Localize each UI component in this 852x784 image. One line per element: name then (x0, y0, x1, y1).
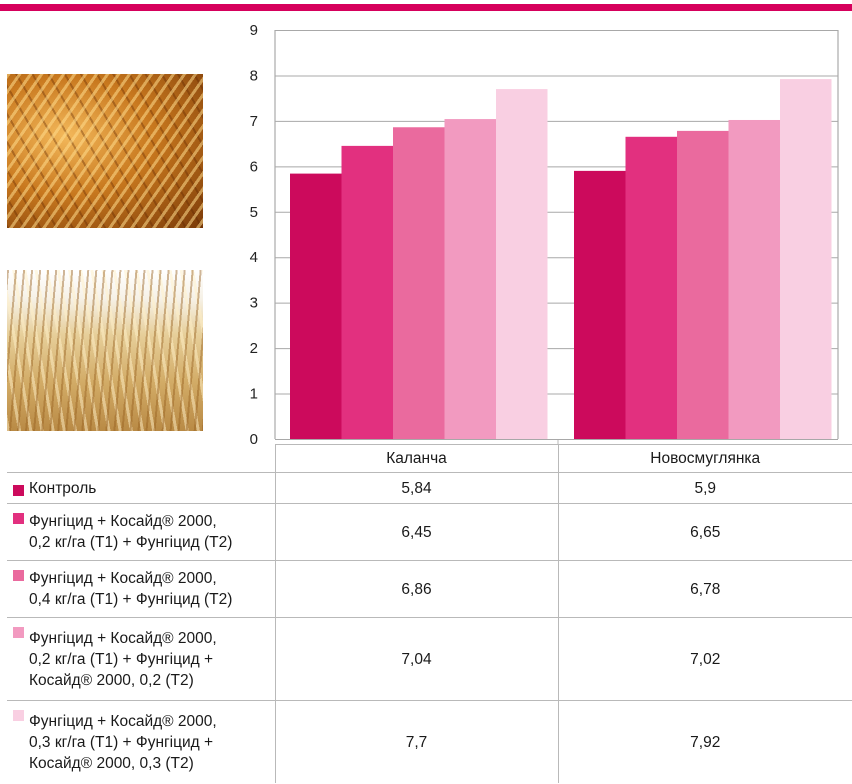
top-accent-bar (0, 4, 852, 11)
legend-text: 0,2 кг/га (Т1) + Фунгіцид + (29, 650, 214, 668)
bar (625, 136, 677, 440)
value-cell: 7,02 (557, 617, 852, 701)
legend-text: Косайд® 2000, 0,3 (Т2) (29, 754, 194, 772)
bar (780, 79, 832, 439)
legend-swatch-t1-02-t2-02 (13, 627, 24, 638)
legend-text: Фунгіцид + Косайд® 2000, (29, 629, 217, 647)
value-cell: 5,9 (557, 472, 852, 504)
value-cell: 6,86 (274, 560, 558, 618)
bar (290, 173, 342, 440)
category-header-row: Каланча Новосмуглянка (7, 444, 852, 473)
category-label-novosmuhlianka: Новосмуглянка (557, 444, 852, 473)
bar (444, 119, 496, 440)
legend-text: 0,2 кг/га (Т1) + Фунгіцид (Т2) (29, 534, 233, 551)
y-tick-label: 9 (250, 22, 258, 39)
table-row: Фунгіцид + Косайд® 2000, 0,2 кг/га (Т1) … (7, 503, 852, 561)
legend-table: Каланча Новосмуглянка Контроль 5,84 5,9 … (7, 444, 852, 783)
legend-text: Фунгіцид + Косайд® 2000, (29, 712, 217, 730)
bar (728, 119, 780, 439)
legend-swatch-t1-04 (13, 570, 24, 581)
category-label-kalancha: Каланча (274, 444, 558, 473)
bar (496, 89, 548, 440)
value-cell: 5,84 (274, 472, 558, 504)
wheat-field-photo (7, 270, 203, 431)
y-tick-label: 5 (250, 204, 258, 221)
bar (574, 170, 626, 439)
table-row: Фунгіцид + Косайд® 2000, 0,3 кг/га (Т1) … (7, 700, 852, 783)
table-row: Контроль 5,84 5,9 (7, 472, 852, 504)
legend-text: Контроль (29, 479, 97, 497)
legend-text: Фунгіцид + Косайд® 2000, (29, 570, 217, 587)
y-tick-label: 8 (250, 67, 258, 84)
value-cell: 7,04 (274, 617, 558, 701)
y-tick-label: 4 (250, 249, 258, 266)
legend-label-t1-04: Фунгіцид + Косайд® 2000, 0,4 кг/га (Т1) … (7, 560, 275, 618)
y-tick-label: 0 (250, 431, 258, 445)
value-cell: 7,92 (557, 700, 852, 783)
legend-text: 0,3 кг/га (Т1) + Фунгіцид + (29, 733, 214, 751)
legend-label-t1-03-t2-03: Фунгіцид + Косайд® 2000, 0,3 кг/га (Т1) … (7, 700, 275, 783)
legend-swatch-t1-02 (13, 513, 24, 524)
y-tick-label: 1 (250, 386, 258, 403)
legend-text: Фунгіцид + Косайд® 2000, (29, 513, 217, 530)
legend-label-t1-02: Фунгіцид + Косайд® 2000, 0,2 кг/га (Т1) … (7, 503, 275, 561)
legend-text: Косайд® 2000, 0,2 (Т2) (29, 671, 194, 689)
y-tick-label: 3 (250, 295, 258, 312)
wheat-ears-photo (7, 74, 203, 228)
y-tick-label: 7 (250, 113, 258, 130)
y-tick-label: 6 (250, 158, 258, 175)
legend-swatch-control (13, 485, 24, 496)
table-row: Фунгіцид + Косайд® 2000, 0,2 кг/га (Т1) … (7, 617, 852, 701)
legend-label-control: Контроль (7, 472, 275, 504)
legend-text: 0,4 кг/га (Т1) + Фунгіцид (Т2) (29, 591, 233, 608)
value-cell: 6,45 (274, 503, 558, 561)
legend-swatch-t1-03-t2-03 (13, 710, 24, 721)
value-cell: 6,65 (557, 503, 852, 561)
bar (393, 127, 445, 440)
value-cell: 6,78 (557, 560, 852, 618)
y-tick-label: 2 (250, 340, 258, 357)
bar (677, 130, 729, 440)
bar-chart: 0 1 2 3 4 5 6 7 8 9 (250, 22, 839, 445)
value-cell: 7,7 (274, 700, 558, 783)
bar (341, 145, 393, 439)
legend-label-t1-02-t2-02: Фунгіцид + Косайд® 2000, 0,2 кг/га (Т1) … (7, 617, 275, 701)
table-row: Фунгіцид + Косайд® 2000, 0,4 кг/га (Т1) … (7, 560, 852, 618)
